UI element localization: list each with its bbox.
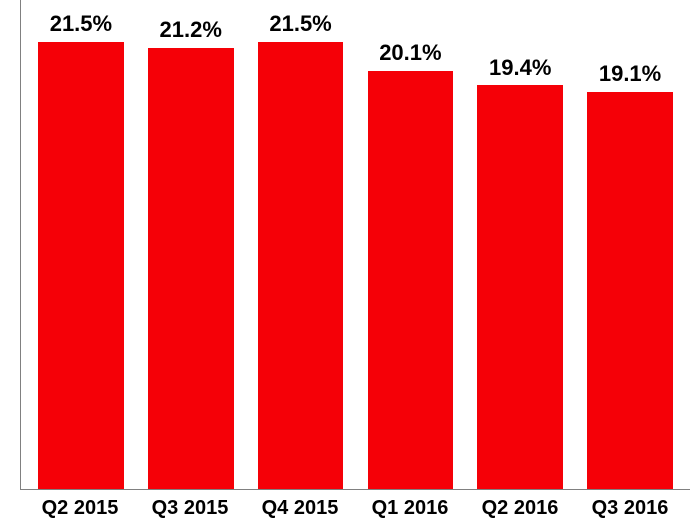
- bar: [38, 42, 124, 489]
- bar-value-label: 21.2%: [160, 17, 222, 43]
- x-axis-label: Q2 2015: [25, 497, 135, 520]
- bar-value-label: 21.5%: [269, 11, 331, 37]
- bar-value-label: 21.5%: [50, 11, 112, 37]
- bar-group: 19.4%: [465, 0, 575, 489]
- x-axis-labels: Q2 2015 Q3 2015 Q4 2015 Q1 2016 Q2 2016 …: [20, 497, 690, 520]
- bar-group: 21.5%: [26, 0, 136, 489]
- bar: [587, 92, 673, 489]
- bar: [148, 48, 234, 489]
- bar: [258, 42, 344, 489]
- bar-value-label: 20.1%: [379, 40, 441, 66]
- bar: [368, 71, 454, 489]
- bar-group: 20.1%: [355, 0, 465, 489]
- bar-group: 21.2%: [136, 0, 246, 489]
- bar-group: 21.5%: [246, 0, 356, 489]
- bar: [477, 85, 563, 489]
- x-axis-label: Q2 2016: [465, 497, 575, 520]
- x-axis-label: Q1 2016: [355, 497, 465, 520]
- x-axis-label: Q3 2016: [575, 497, 685, 520]
- bars-wrapper: 21.5% 21.2% 21.5% 20.1% 19.4% 19.1%: [21, 0, 690, 489]
- bar-value-label: 19.4%: [489, 55, 551, 81]
- bar-value-label: 19.1%: [599, 61, 661, 87]
- x-axis-label: Q3 2015: [135, 497, 245, 520]
- bar-group: 19.1%: [575, 0, 685, 489]
- x-axis-label: Q4 2015: [245, 497, 355, 520]
- chart-plot-area: 21.5% 21.2% 21.5% 20.1% 19.4% 19.1%: [20, 0, 690, 490]
